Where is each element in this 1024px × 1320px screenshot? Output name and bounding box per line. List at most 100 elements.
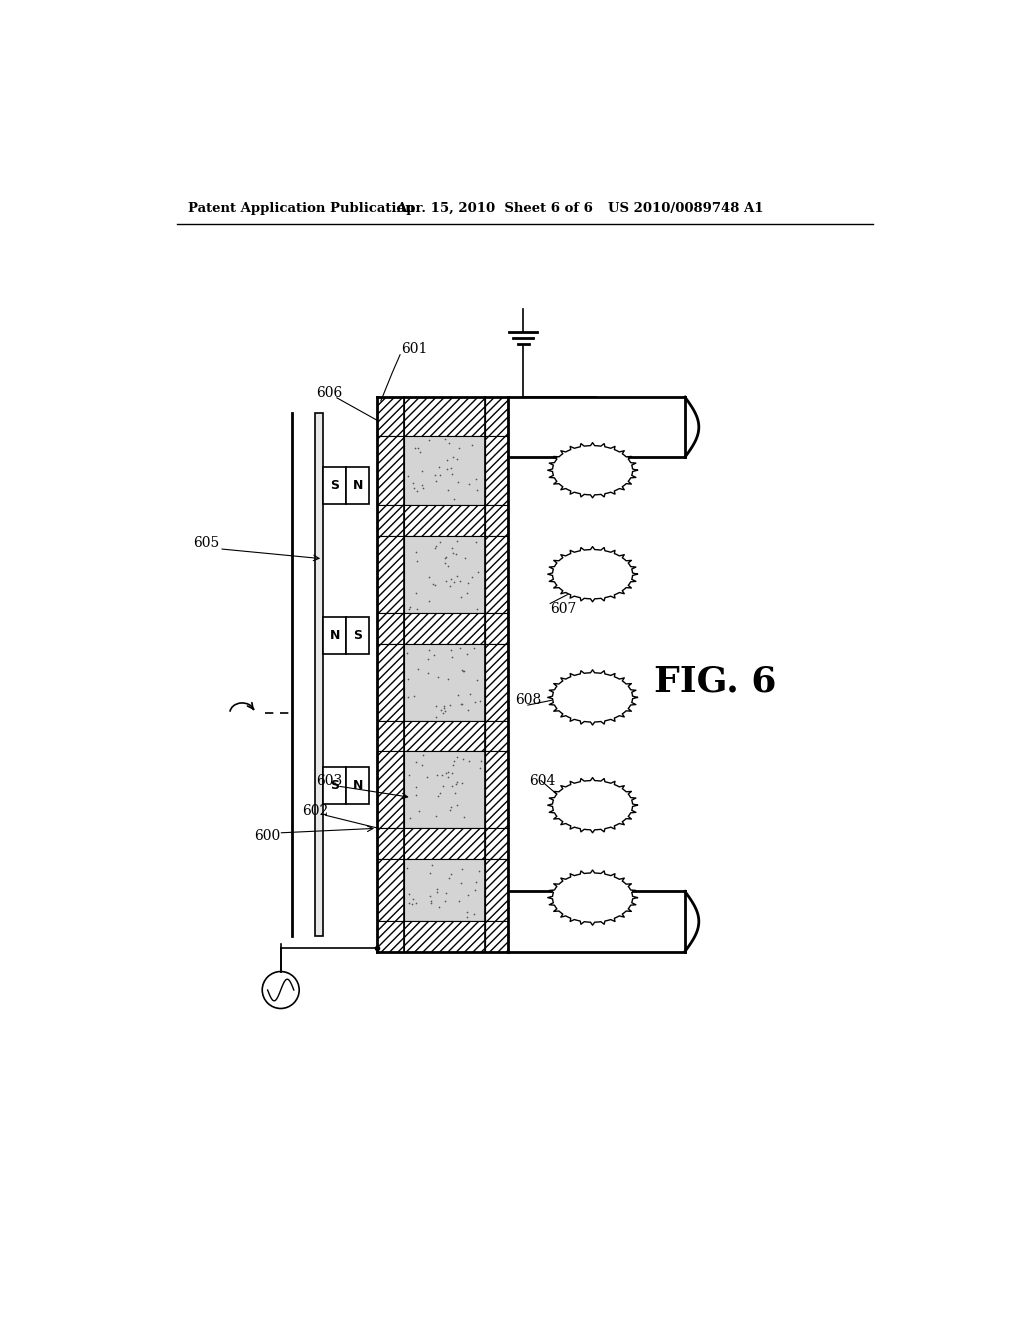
Point <box>406 685 422 706</box>
Point <box>467 880 483 902</box>
Bar <box>403 536 484 612</box>
Point <box>447 544 464 565</box>
Point <box>449 771 465 792</box>
Point <box>410 437 426 458</box>
Point <box>429 667 445 688</box>
Point <box>439 762 456 783</box>
Text: S: S <box>330 479 339 492</box>
Point <box>470 561 486 582</box>
Point <box>450 531 466 552</box>
Point <box>401 808 418 829</box>
Point <box>459 582 475 603</box>
Bar <box>346 467 370 504</box>
Bar <box>403 506 484 536</box>
Point <box>446 750 463 771</box>
Point <box>444 755 461 776</box>
Point <box>459 907 475 928</box>
Point <box>455 772 471 793</box>
Point <box>443 640 460 661</box>
Point <box>449 747 465 768</box>
Point <box>422 862 438 883</box>
Point <box>472 751 488 772</box>
Bar <box>323 618 346 655</box>
Point <box>437 700 454 721</box>
Point <box>460 902 476 923</box>
Point <box>452 438 468 459</box>
Point <box>444 647 461 668</box>
Point <box>427 574 443 595</box>
Point <box>451 891 467 912</box>
Bar <box>323 767 346 804</box>
Point <box>445 446 462 467</box>
Point <box>401 597 418 618</box>
Point <box>425 573 441 594</box>
Point <box>399 669 416 690</box>
Bar <box>508 891 685 952</box>
Point <box>459 643 475 664</box>
Text: US 2010/0089748 A1: US 2010/0089748 A1 <box>608 202 764 215</box>
Point <box>432 532 449 553</box>
Point <box>408 541 424 562</box>
Bar <box>484 436 508 506</box>
Polygon shape <box>553 873 633 923</box>
Text: 600: 600 <box>255 829 281 843</box>
Point <box>460 573 476 594</box>
Point <box>445 488 462 510</box>
Point <box>464 434 480 455</box>
Bar <box>377 921 403 952</box>
Text: S: S <box>330 779 339 792</box>
Bar <box>484 721 508 751</box>
Point <box>415 478 431 499</box>
Point <box>460 700 476 721</box>
Point <box>456 660 472 681</box>
Point <box>452 638 468 659</box>
Text: Patent Application Publication: Patent Application Publication <box>188 202 415 215</box>
Point <box>406 477 422 498</box>
Point <box>409 598 425 619</box>
Point <box>443 863 460 884</box>
Point <box>456 807 472 828</box>
Point <box>439 479 456 500</box>
Point <box>442 797 459 818</box>
Bar <box>403 921 484 952</box>
Point <box>453 586 469 607</box>
Point <box>429 878 445 899</box>
Point <box>399 466 416 487</box>
Polygon shape <box>553 549 633 599</box>
Point <box>468 599 484 620</box>
Point <box>433 764 450 785</box>
Point <box>466 638 482 659</box>
Point <box>440 867 457 888</box>
Text: 603: 603 <box>316 774 342 788</box>
Text: 604: 604 <box>529 774 556 788</box>
Point <box>399 643 416 664</box>
Point <box>415 744 431 766</box>
Point <box>435 696 452 717</box>
Point <box>420 663 436 684</box>
Bar <box>346 618 370 655</box>
Text: 607: 607 <box>550 602 577 616</box>
Point <box>454 694 470 715</box>
Point <box>437 763 454 784</box>
Point <box>454 873 470 894</box>
Point <box>454 693 470 714</box>
Point <box>468 469 484 490</box>
Point <box>430 785 446 807</box>
Point <box>443 463 460 484</box>
Point <box>446 783 463 804</box>
Bar <box>403 859 484 921</box>
Point <box>427 805 443 826</box>
Point <box>436 548 453 569</box>
Point <box>423 891 439 912</box>
Text: 605: 605 <box>193 536 219 550</box>
Bar <box>508 397 685 457</box>
Polygon shape <box>553 780 633 830</box>
Point <box>450 471 466 492</box>
Point <box>431 457 447 478</box>
Point <box>401 764 418 785</box>
Text: 602: 602 <box>302 804 329 818</box>
Point <box>464 566 480 587</box>
Point <box>400 686 417 708</box>
Point <box>450 685 466 706</box>
Point <box>439 669 456 690</box>
